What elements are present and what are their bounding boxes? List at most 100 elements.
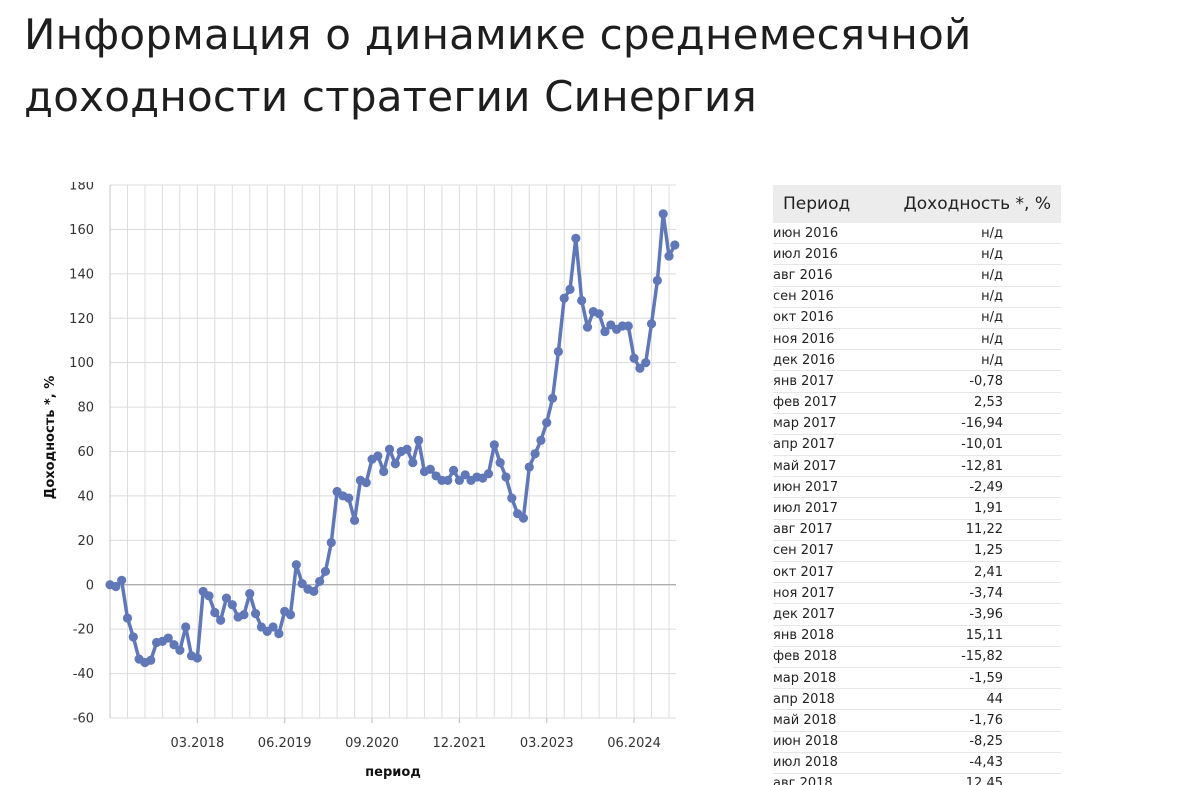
data-point xyxy=(448,465,459,475)
y-tick-label: -20 xyxy=(73,623,94,638)
table-cell-return: 44 xyxy=(867,688,1061,711)
data-point xyxy=(204,591,214,601)
table-cell-period: мар 2017 xyxy=(773,413,868,435)
table-cell-return: -15,82 xyxy=(867,646,1061,668)
table-row: сен 2017 1,25 xyxy=(773,540,1061,563)
data-point xyxy=(670,240,680,250)
table-row: июн 2016 н/д xyxy=(773,223,1061,245)
data-point xyxy=(402,444,412,454)
x-tick-label: 06.2019 xyxy=(258,736,312,751)
table-cell-period: июн 2018 xyxy=(773,731,868,753)
data-point xyxy=(582,322,593,332)
data-point xyxy=(297,579,307,589)
data-point xyxy=(210,607,220,618)
table-row: окт 2017 2,41 xyxy=(773,561,1061,584)
data-point xyxy=(414,435,424,445)
table-cell-return: -8,25 xyxy=(867,731,1061,753)
table-row: ноя 2017 -3,74 xyxy=(773,582,1061,605)
data-point xyxy=(227,600,237,610)
y-axis-ticks: -60 -40 -20 0 20 40 60 80 100 120 140 160 180 xyxy=(69,182,94,727)
data-point xyxy=(425,464,435,474)
data-point xyxy=(454,475,464,485)
table-row: мар 2018 -1,59 xyxy=(773,667,1061,690)
table-cell-period: июл 2016 xyxy=(773,243,868,266)
table-cell-period: дек 2016 xyxy=(773,349,868,372)
table-row: авг 2017 11,22 xyxy=(773,519,1061,541)
table-cell-return: 15,11 xyxy=(867,625,1061,647)
table-cell-period: янв 2018 xyxy=(773,625,868,647)
table-cell-return: н/д xyxy=(867,243,1061,266)
table-row: дек 2016 н/д xyxy=(773,349,1061,372)
data-point xyxy=(623,321,633,331)
returns-line-chart: -60 -40 -20 0 20 40 60 80 100 120 140 160 180 03.201… xyxy=(30,182,690,785)
table-cell-period: авг 2016 xyxy=(773,264,868,287)
data-point xyxy=(216,615,226,625)
data-point xyxy=(326,537,336,548)
data-point xyxy=(285,610,296,620)
data-point xyxy=(559,293,569,303)
table-row: июл 2018 -4,43 xyxy=(773,752,1061,774)
table-cell-return: -12,81 xyxy=(867,455,1061,478)
data-point xyxy=(600,326,610,337)
table-cell-return: н/д xyxy=(867,328,1061,351)
data-point xyxy=(565,284,575,294)
data-point xyxy=(553,346,563,357)
data-point xyxy=(169,640,179,650)
table-row: июн 2018 -8,25 xyxy=(773,731,1061,753)
chart-grid xyxy=(109,184,676,719)
table-row: дек 2017 -3,96 xyxy=(773,603,1061,626)
table-cell-period: окт 2016 xyxy=(773,307,868,329)
table-cell-period: май 2017 xyxy=(773,455,868,478)
table-cell-return: 1,91 xyxy=(867,497,1061,520)
y-tick-label: 20 xyxy=(77,534,94,549)
data-point xyxy=(274,629,284,639)
table-cell-period: окт 2017 xyxy=(773,561,868,584)
table-cell-return: -1,76 xyxy=(867,709,1061,732)
table-row: окт 2016 н/д xyxy=(773,307,1061,329)
x-tick-label: 09.2020 xyxy=(345,736,399,751)
x-tick-label: 06.2024 xyxy=(607,736,661,751)
table-cell-period: июн 2017 xyxy=(773,476,868,499)
table-cell-return: -16,94 xyxy=(867,413,1061,435)
data-point xyxy=(181,622,191,632)
y-tick-label: 0 xyxy=(86,578,94,593)
page-title: Информация о динамике среднемесячной дох… xyxy=(24,10,972,121)
data-point xyxy=(571,233,581,243)
table-row: мар 2017 -16,94 xyxy=(773,413,1061,435)
table-cell-period: фев 2018 xyxy=(773,646,868,668)
y-tick-label: 140 xyxy=(69,267,94,282)
data-point xyxy=(163,633,173,643)
data-point xyxy=(291,560,301,570)
data-point xyxy=(146,655,156,665)
y-tick-label: 60 xyxy=(77,445,94,460)
table-cell-return: -4,43 xyxy=(867,752,1061,774)
table-row: янв 2018 15,11 xyxy=(773,625,1061,647)
data-point xyxy=(460,470,470,480)
returns-table-panel: Период Доходность *, % июн 2016 н/д июл 20… xyxy=(773,185,1061,785)
table-cell-return: -3,96 xyxy=(867,603,1061,626)
data-point xyxy=(483,469,494,479)
table-cell-return: 2,41 xyxy=(867,561,1061,584)
data-point xyxy=(547,393,558,403)
column-header-period: Период xyxy=(773,185,868,223)
data-point xyxy=(250,609,261,619)
table-cell-period: ноя 2017 xyxy=(773,582,868,605)
table-cell-return: 12,45 xyxy=(867,773,1061,785)
table-cell-period: ноя 2016 xyxy=(773,328,868,351)
table-cell-period: фев 2017 xyxy=(773,392,868,414)
data-point xyxy=(373,451,383,461)
table-cell-period: авг 2017 xyxy=(773,519,868,541)
table-row: июл 2016 н/д xyxy=(773,243,1061,266)
table-cell-period: апр 2018 xyxy=(773,688,868,711)
data-point xyxy=(221,593,232,603)
data-point xyxy=(315,576,325,587)
table-cell-period: май 2018 xyxy=(773,709,868,732)
x-tick-label: 03.2018 xyxy=(170,736,224,751)
data-point xyxy=(128,632,138,642)
table-cell-return: 1,25 xyxy=(867,540,1061,563)
table-row: апр 2017 -10,01 xyxy=(773,434,1061,457)
y-tick-label: 40 xyxy=(77,489,94,504)
data-point xyxy=(111,581,121,592)
data-point xyxy=(629,353,639,363)
data-point xyxy=(536,435,546,445)
